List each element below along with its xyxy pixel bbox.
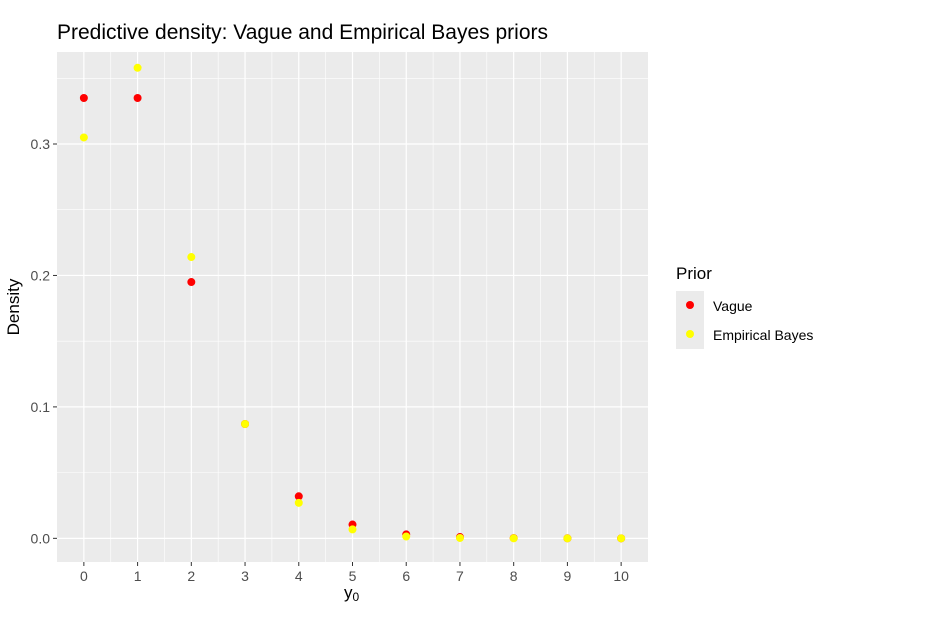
x-tick-label: 6 xyxy=(402,568,410,584)
legend-marker-vague xyxy=(686,301,694,309)
y-tick-label: 0.2 xyxy=(31,267,51,283)
point-empirical-bayes xyxy=(241,419,250,428)
point-empirical-bayes xyxy=(187,253,196,262)
x-tick-label: 10 xyxy=(613,568,629,584)
legend-title: Prior xyxy=(676,264,712,283)
x-axis: 0 1 2 3 4 5 6 7 8 9 10 xyxy=(80,562,629,584)
y-tick-label: 0.3 xyxy=(31,136,51,152)
point-empirical-bayes xyxy=(79,133,88,142)
x-tick-label: 1 xyxy=(134,568,142,584)
legend: Prior Vague Empirical Bayes xyxy=(676,264,813,349)
data-points xyxy=(79,63,626,543)
x-tick-label: 4 xyxy=(295,568,303,584)
x-axis-title-subscript: 0 xyxy=(353,590,360,604)
legend-item-vague: Vague xyxy=(676,291,753,320)
x-tick-label: 9 xyxy=(564,568,572,584)
y-axis: 0.0 0.1 0.2 0.3 xyxy=(31,136,57,546)
point-empirical-bayes xyxy=(348,525,357,534)
point-empirical-bayes xyxy=(617,534,626,543)
point-empirical-bayes xyxy=(455,533,464,542)
y-tick-label: 0.0 xyxy=(31,530,51,546)
x-tick-label: 7 xyxy=(456,568,464,584)
x-tick-label: 0 xyxy=(80,568,88,584)
point-empirical-bayes xyxy=(509,534,518,543)
y-tick-label: 0.1 xyxy=(31,399,51,415)
x-axis-title: y0 xyxy=(344,583,360,604)
point-vague xyxy=(133,94,142,103)
point-vague xyxy=(294,492,303,501)
point-empirical-bayes xyxy=(133,63,142,72)
x-tick-label: 2 xyxy=(187,568,195,584)
x-tick-label: 8 xyxy=(510,568,518,584)
x-tick-label: 3 xyxy=(241,568,249,584)
legend-label-empirical-bayes: Empirical Bayes xyxy=(713,327,813,343)
grid-lines xyxy=(57,52,648,562)
x-tick-label: 5 xyxy=(349,568,357,584)
chart-title: Predictive density: Vague and Empirical … xyxy=(57,21,548,44)
point-vague xyxy=(79,94,88,103)
legend-label-vague: Vague xyxy=(713,298,753,314)
point-empirical-bayes xyxy=(563,534,572,543)
point-empirical-bayes xyxy=(294,498,303,507)
point-empirical-bayes xyxy=(402,532,411,541)
y-axis-title: Density xyxy=(4,278,23,335)
x-axis-title-main: y xyxy=(344,583,353,602)
legend-item-empirical-bayes: Empirical Bayes xyxy=(676,320,813,349)
legend-marker-empirical-bayes xyxy=(686,330,694,338)
point-vague xyxy=(187,278,196,287)
